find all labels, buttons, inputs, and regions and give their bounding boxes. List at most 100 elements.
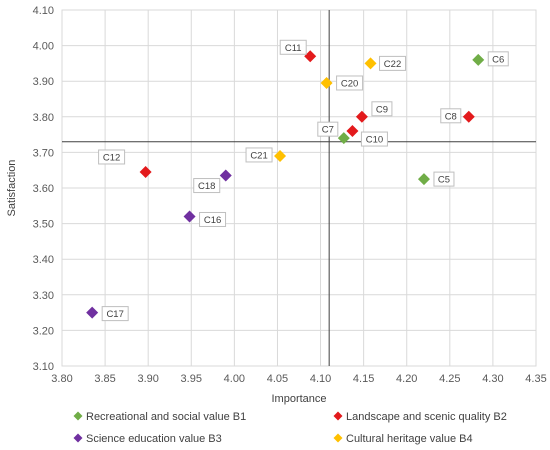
- x-tick-label: 4.30: [482, 373, 503, 385]
- point-label-text: C21: [250, 150, 267, 161]
- point-label-c22: C22: [379, 55, 407, 71]
- data-points: C5 C6 C7 C8 C9 C10 C11 C12 C16 C17 C18 C20 C21 C22: [86, 39, 509, 322]
- point-label-box: [487, 51, 509, 67]
- data-point-c5: [417, 173, 430, 186]
- grid-lines: [61, 9, 537, 367]
- y-tick-label: 3.10: [33, 361, 54, 373]
- y-tick-label: 3.50: [33, 219, 54, 231]
- point-label-text: C11: [285, 43, 302, 54]
- data-point-c22: [364, 57, 377, 70]
- point-label-text: C17: [106, 309, 123, 320]
- y-tick-label: 3.80: [33, 112, 54, 124]
- data-point-c21: [274, 149, 287, 162]
- point-label-box: [433, 171, 455, 187]
- point-label-text: C20: [341, 78, 358, 89]
- point-label-box: [379, 55, 407, 71]
- point-label-text: C6: [492, 54, 504, 65]
- legend-label: Landscape and scenic quality B2: [346, 411, 507, 423]
- data-point-c7: [337, 132, 350, 145]
- data-point-c11: [304, 50, 317, 63]
- legend-entry: Recreational and social value B1: [73, 411, 246, 423]
- legend: Recreational and social value B1 Landscap…: [73, 411, 507, 445]
- legend-label: Science education value B3: [86, 433, 222, 445]
- y-tick-label: 4.10: [33, 5, 54, 17]
- x-tick-label: 4.10: [310, 373, 331, 385]
- x-tick-label: 4.35: [525, 373, 546, 385]
- data-point-c10: [346, 125, 359, 138]
- point-label-box: [193, 178, 221, 194]
- data-point-c16: [183, 210, 196, 223]
- y-tick-label: 3.70: [33, 147, 54, 159]
- point-label-text: C12: [103, 152, 120, 163]
- y-tick-label: 3.60: [33, 183, 54, 195]
- plot-area-border: [61, 9, 537, 367]
- point-label-c6: C6: [487, 51, 509, 67]
- legend-entry: Science education value B3: [73, 433, 222, 445]
- point-label-box: [245, 147, 273, 163]
- point-label-box: [360, 131, 388, 147]
- point-label-c18: C18: [193, 178, 221, 194]
- point-label-c5: C5: [433, 171, 455, 187]
- legend-entry: Cultural heritage value B4: [333, 433, 473, 445]
- y-tick-label: 3.30: [33, 290, 54, 302]
- point-label-box: [317, 121, 339, 137]
- point-label-c16: C16: [199, 211, 227, 227]
- data-point-c9: [355, 110, 368, 123]
- x-tick-label: 3.90: [137, 373, 158, 385]
- y-axis-ticks: 3.10 3.20 3.30 3.40 3.50 3.60 3.70 3.80 3.90 4.00…: [33, 5, 54, 373]
- y-tick-label: 4.00: [33, 41, 54, 53]
- point-label-text: C10: [366, 135, 383, 146]
- point-label-c11: C11: [279, 39, 307, 55]
- legend-entry: Landscape and scenic quality B2: [333, 411, 507, 423]
- data-point-c12: [139, 165, 152, 178]
- point-label-text: C16: [204, 215, 221, 226]
- point-label-text: C7: [322, 125, 334, 136]
- point-label-text: C18: [198, 181, 215, 192]
- x-axis-title: Importance: [271, 393, 326, 405]
- point-label-text: C8: [445, 111, 457, 122]
- x-tick-label: 4.20: [396, 373, 417, 385]
- x-tick-label: 4.25: [439, 373, 460, 385]
- point-label-c8: C8: [440, 108, 462, 124]
- point-label-c9: C9: [371, 101, 393, 117]
- legend-marker: [73, 433, 83, 443]
- point-label-c20: C20: [336, 75, 364, 91]
- data-point-c8: [462, 110, 475, 123]
- point-label-box: [101, 306, 129, 322]
- y-tick-label: 3.90: [33, 76, 54, 88]
- data-point-c17: [86, 306, 99, 319]
- data-point-c20: [320, 76, 333, 89]
- data-point-c6: [472, 53, 485, 66]
- point-label-c21: C21: [245, 147, 273, 163]
- x-axis-ticks: 3.80 3.85 3.90 3.95 4.00 4.05 4.10 4.15 4.20 4.25…: [51, 373, 546, 385]
- point-label-c7: C7: [317, 121, 339, 137]
- point-label-box: [199, 211, 227, 227]
- x-tick-label: 4.15: [353, 373, 374, 385]
- point-label-box: [371, 101, 393, 117]
- point-label-box: [440, 108, 462, 124]
- x-tick-label: 4.00: [224, 373, 245, 385]
- x-tick-label: 3.80: [51, 373, 72, 385]
- y-axis-title: Satisfaction: [6, 160, 18, 217]
- point-label-box: [336, 75, 364, 91]
- point-label-box: [279, 39, 307, 55]
- legend-marker: [73, 411, 83, 421]
- y-tick-label: 3.20: [33, 325, 54, 337]
- legend-label: Recreational and social value B1: [86, 411, 246, 423]
- x-tick-label: 4.05: [267, 373, 288, 385]
- point-label-text: C9: [376, 104, 388, 115]
- point-label-c10: C10: [360, 131, 388, 147]
- y-tick-label: 3.40: [33, 254, 54, 266]
- point-label-box: [98, 149, 126, 165]
- reference-lines: [62, 10, 536, 366]
- point-label-text: C5: [438, 175, 450, 186]
- legend-marker: [333, 411, 343, 421]
- point-label-c12: C12: [98, 149, 126, 165]
- data-point-c18: [219, 169, 232, 182]
- legend-marker: [333, 433, 343, 443]
- legend-label: Cultural heritage value B4: [346, 433, 473, 445]
- point-label-text: C22: [384, 59, 401, 70]
- x-tick-label: 3.95: [181, 373, 202, 385]
- point-label-c17: C17: [101, 306, 129, 322]
